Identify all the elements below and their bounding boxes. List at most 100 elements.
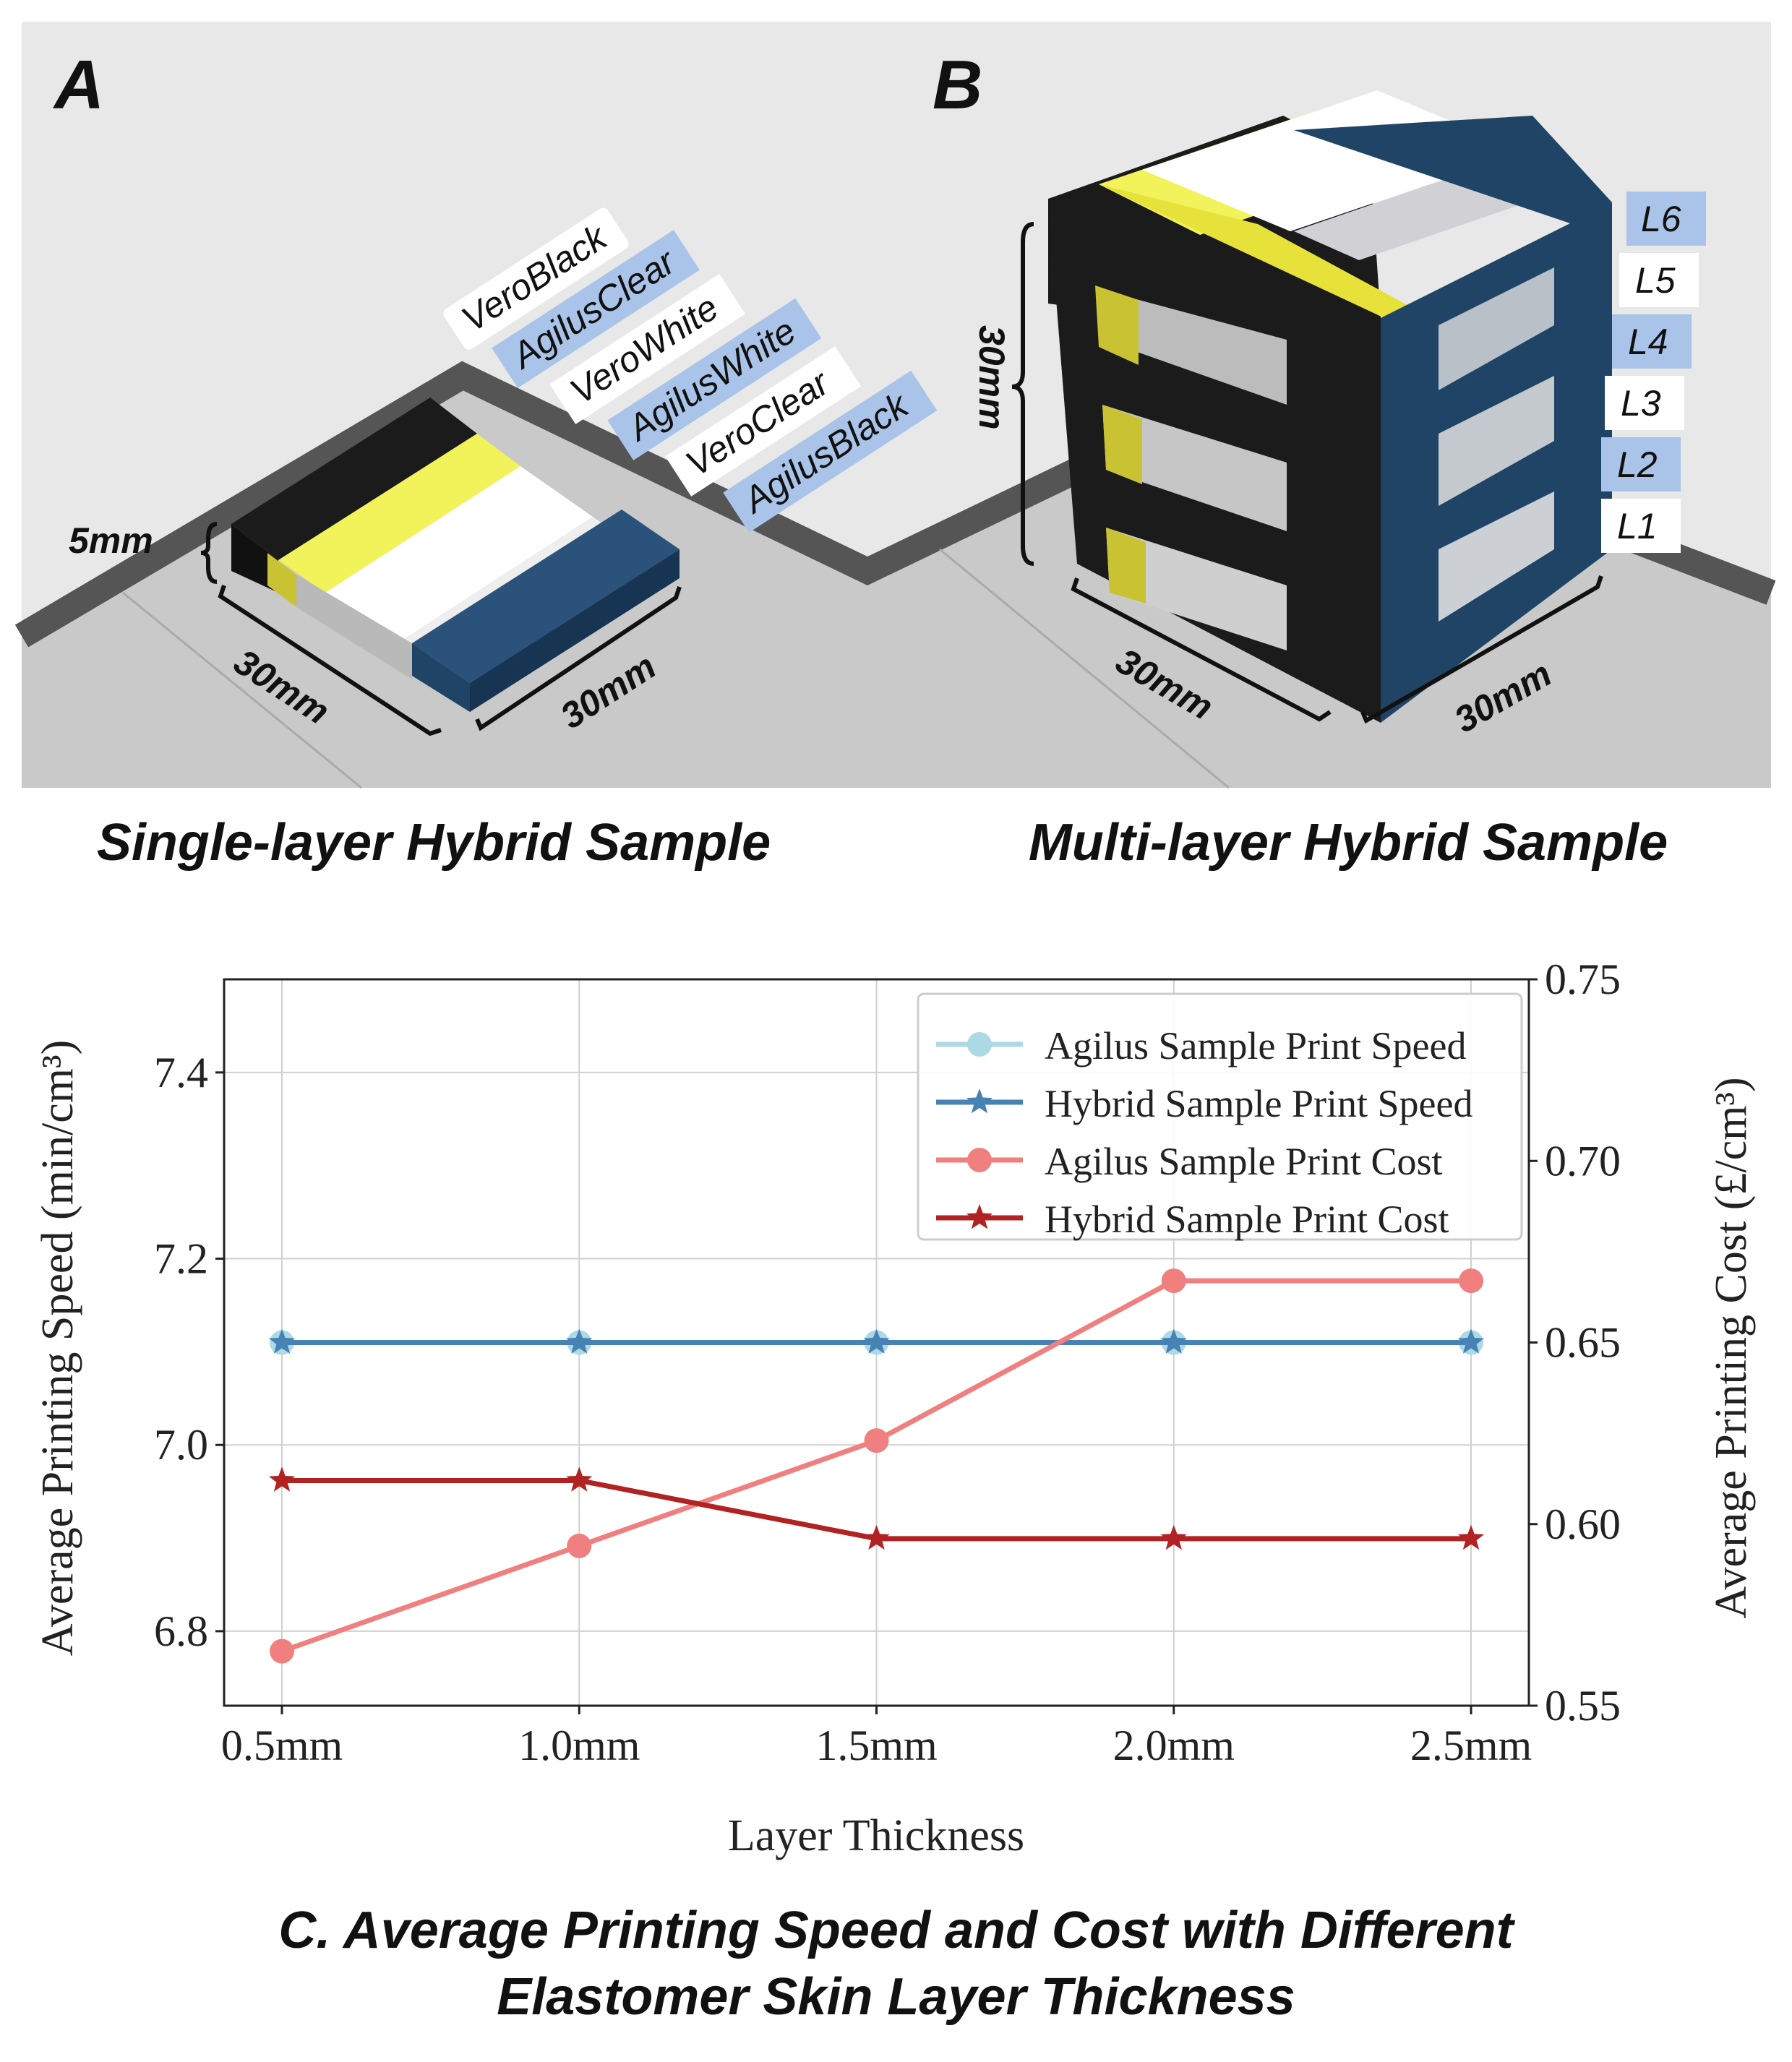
layer-label-l5: L5 — [1635, 260, 1676, 301]
data-point — [567, 1533, 592, 1558]
cube-top-blue — [1294, 116, 1612, 224]
legend-label: Agilus Sample Print Cost — [1045, 1140, 1443, 1183]
y-tick-label-left: 7.4 — [154, 1049, 208, 1096]
layer-label-box — [1626, 192, 1706, 246]
series-2 — [270, 1268, 1483, 1664]
dimension-brackets-a — [200, 522, 682, 736]
cube-right-window — [1439, 491, 1554, 622]
data-point — [1457, 1524, 1485, 1550]
cube-right-window — [1439, 267, 1554, 390]
y-ticks-right: 0.55 0.60 0.65 0.70 0.75 — [1529, 955, 1621, 1730]
cube-yellow-strip — [1102, 405, 1142, 484]
legend-label: Agilus Sample Print Speed — [1045, 1024, 1466, 1067]
data-point — [566, 1466, 593, 1492]
data-point — [1459, 1268, 1483, 1294]
series — [268, 1268, 1485, 1664]
strip-verowhite-top — [325, 466, 593, 643]
series-1 — [268, 1328, 1485, 1354]
y-axis-label-right: Average Printing Cost (£/cm³) — [1707, 1077, 1756, 1618]
data-point — [268, 1328, 296, 1354]
legend-label: Hybrid Sample Print Cost — [1045, 1198, 1449, 1241]
layer-label-l4: L4 — [1628, 322, 1668, 362]
layer-label-box — [1612, 314, 1692, 369]
y-ticks-left: 6.8 7.0 7.2 7.4 — [154, 1049, 224, 1655]
height-label-a: 5mm — [69, 520, 153, 561]
y-tick-label-left: 7.0 — [154, 1421, 208, 1469]
strip-agilusclear-top — [278, 434, 520, 593]
layer-label-l2: L2 — [1617, 444, 1658, 485]
legend-item: Hybrid Sample Print Cost — [936, 1198, 1449, 1241]
y-tick-label-right: 0.70 — [1545, 1137, 1621, 1185]
data-point — [566, 1328, 593, 1354]
layer-label-box — [1619, 253, 1699, 307]
slab-front-grey — [296, 575, 412, 679]
series-3 — [268, 1466, 1485, 1550]
material-label-box — [443, 207, 629, 350]
cube-window — [1106, 528, 1287, 650]
legend: Agilus Sample Print Speed Hybrid Sample P… — [917, 992, 1523, 1241]
legend-marker — [967, 1032, 992, 1057]
floor-seam — [122, 591, 362, 789]
data-point — [864, 1428, 889, 1453]
material-label-box — [492, 230, 700, 388]
x-ticks: 0.5mm 1.0mm 1.5mm 2.0mm 2.5mm — [221, 1706, 1532, 1769]
panel-letter-b: B — [933, 46, 982, 124]
dimension-brackets-b — [1011, 222, 1603, 724]
slab-side-blue — [470, 549, 679, 712]
data-point — [1160, 1328, 1187, 1354]
legend-item: Hybrid Sample Print Speed — [936, 1082, 1472, 1125]
data-point — [863, 1328, 890, 1354]
y-tick-label-right: 0.75 — [1545, 955, 1621, 1003]
layer-label-box — [1601, 437, 1681, 491]
sample-illustration: VeroBlack AgilusClear VeroWhite AgilusWh… — [14, 22, 1776, 789]
layer-label-l6: L6 — [1641, 199, 1681, 239]
single-layer-sample — [231, 398, 679, 712]
x-tick-label: 2.0mm — [1113, 1722, 1235, 1769]
multi-layer-sample — [1048, 90, 1612, 723]
legend-marker — [966, 1088, 993, 1114]
legend-box — [917, 992, 1523, 1241]
x-tick-label: 2.5mm — [1410, 1722, 1532, 1769]
layer-label-box — [1601, 499, 1681, 553]
y-tick-label-right: 0.65 — [1545, 1319, 1621, 1367]
data-point — [1160, 1524, 1187, 1550]
layer-label-l3: L3 — [1621, 383, 1661, 424]
layer-labels: L6 L5 L4 L3 L2 L1 — [1601, 192, 1706, 553]
floor-seam — [939, 548, 1230, 789]
strip-agilusblack-top — [412, 510, 679, 683]
strip-veroblack-top — [231, 398, 477, 560]
legend-item: Agilus Sample Print Speed — [936, 1024, 1466, 1067]
cube-right-window — [1439, 376, 1554, 506]
slab-front-yellow — [267, 553, 296, 607]
data-point — [1457, 1328, 1485, 1354]
panel-b-caption: Multi-layer Hybrid Sample — [1028, 814, 1668, 872]
legend-label: Hybrid Sample Print Speed — [1045, 1082, 1472, 1125]
y-axis-label-left: Average Printing Speed (min/cm³) — [33, 1040, 82, 1657]
y-tick-label-left: 6.8 — [154, 1607, 208, 1655]
data-point — [270, 1638, 294, 1664]
cube-yellow-strip — [1106, 528, 1146, 603]
panel-letter-a: A — [53, 46, 104, 124]
layer-label-box — [1605, 376, 1684, 430]
material-label-box — [723, 370, 938, 533]
y-tick-label-right: 0.60 — [1545, 1500, 1621, 1548]
material-label-box — [549, 274, 746, 424]
legend-marker — [966, 1204, 993, 1229]
y-tick-label-right: 0.55 — [1545, 1682, 1621, 1730]
x-tick-label: 0.5mm — [221, 1722, 343, 1769]
x-tick-label: 1.0mm — [518, 1722, 640, 1769]
cube-yellow-strip — [1095, 285, 1139, 365]
x-axis-label: Layer Thickness — [728, 1811, 1024, 1860]
panel-a-caption: Single-layer Hybrid Sample — [96, 814, 771, 872]
chart-caption-line2: Elastomer Skin Layer Thickness — [497, 1968, 1295, 2026]
height-label-b: 30mm — [972, 325, 1012, 430]
slab-front-blue — [412, 643, 470, 712]
cube-top-yellow-edge — [1099, 184, 1431, 318]
data-point — [863, 1524, 890, 1550]
legend-item: Agilus Sample Print Cost — [936, 1140, 1443, 1183]
slab-front-black — [231, 524, 278, 593]
layer-label-l1: L1 — [1617, 506, 1658, 546]
x-tick-label: 1.5mm — [815, 1722, 937, 1769]
y-tick-label-left: 7.2 — [154, 1235, 208, 1283]
cube-window — [1102, 405, 1287, 531]
